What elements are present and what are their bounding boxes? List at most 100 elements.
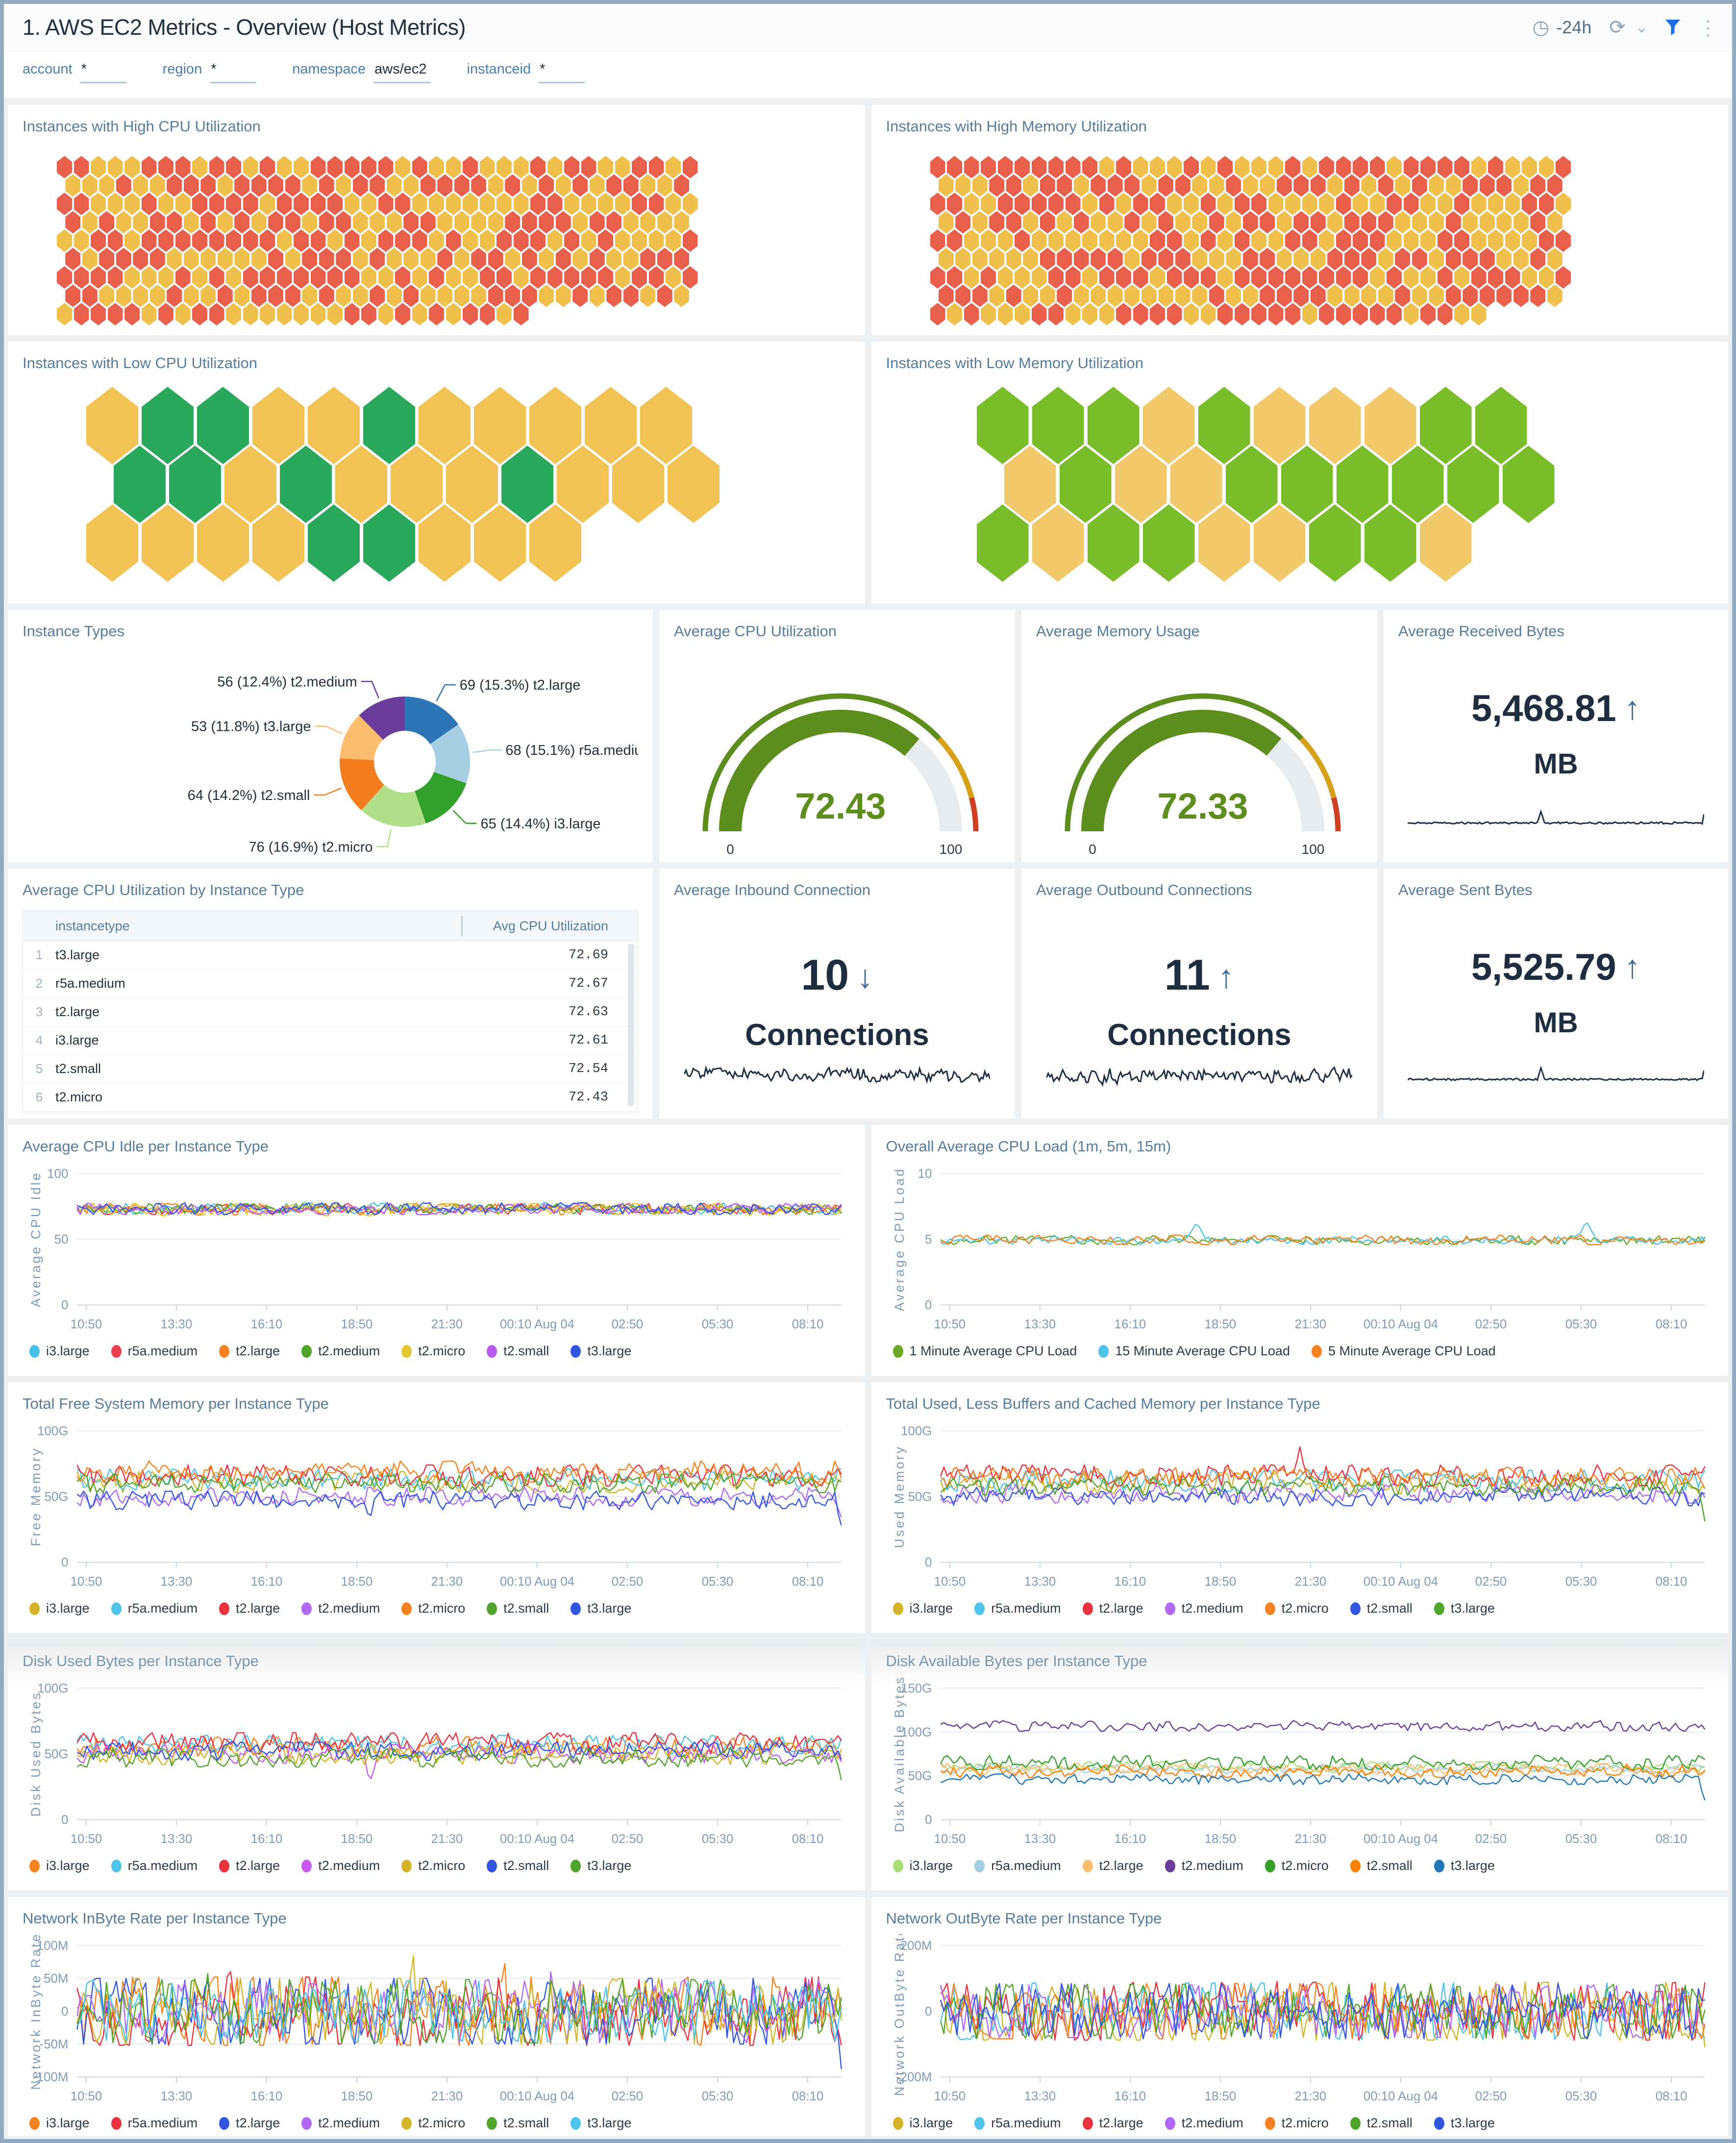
hex-cell[interactable] <box>234 174 250 197</box>
hex-cell[interactable] <box>226 193 241 215</box>
hex-cell[interactable] <box>1150 193 1165 215</box>
hex-cell[interactable] <box>947 156 962 178</box>
hex-cell[interactable] <box>1032 387 1084 464</box>
legend-item-t3.large[interactable]: t3.large <box>570 1601 631 1616</box>
hex-cell[interactable] <box>1040 248 1055 271</box>
hex-cell[interactable] <box>454 248 470 271</box>
hex-cell[interactable] <box>1364 387 1416 464</box>
chevron-down-icon[interactable]: ⌄ <box>1635 19 1648 36</box>
hex-cell[interactable] <box>1403 193 1419 215</box>
hex-cell[interactable] <box>598 229 613 252</box>
hex-cell[interactable] <box>1217 193 1233 215</box>
hex-cell[interactable] <box>149 211 165 234</box>
hex-cell[interactable] <box>1496 284 1512 307</box>
hex-cell[interactable] <box>1496 174 1512 197</box>
hex-cell[interactable] <box>361 193 376 215</box>
hex-cell[interactable] <box>496 156 512 178</box>
hex-cell[interactable] <box>615 229 630 252</box>
hex-cell[interactable] <box>1403 303 1419 325</box>
hex-cell[interactable] <box>1200 266 1216 289</box>
hex-cell[interactable] <box>1057 211 1072 234</box>
hex-cell[interactable] <box>1175 174 1190 197</box>
filter-instanceid-input[interactable]: * <box>539 61 585 83</box>
hex-cell[interactable] <box>1327 248 1343 271</box>
hex-cell[interactable] <box>1082 156 1097 178</box>
hex-cell[interactable] <box>1513 174 1529 197</box>
hex-cell[interactable] <box>141 156 157 178</box>
hex-cell[interactable] <box>682 156 698 178</box>
hex-cell[interactable] <box>1419 504 1472 582</box>
hex-cell[interactable] <box>666 193 681 215</box>
hex-cell[interactable] <box>1023 211 1039 234</box>
hex-cell[interactable] <box>1268 266 1284 289</box>
hex-cell[interactable] <box>437 211 453 234</box>
hex-cell[interactable] <box>1015 303 1030 325</box>
hex-cell[interactable] <box>1141 211 1157 234</box>
hex-cell[interactable] <box>1065 229 1081 252</box>
hex-cell[interactable] <box>260 193 275 215</box>
hex-cell[interactable] <box>1353 156 1368 178</box>
hex-cell[interactable] <box>243 266 258 289</box>
hex-cell[interactable] <box>294 156 309 178</box>
legend-item-t3.large[interactable]: t3.large <box>570 1858 631 1873</box>
hex-cell[interactable] <box>142 504 194 582</box>
hex-cell[interactable] <box>1454 156 1469 178</box>
hex-cell[interactable] <box>1547 248 1562 271</box>
hex-cell[interactable] <box>1141 248 1157 271</box>
hex-cell[interactable] <box>1496 211 1512 234</box>
hex-cell[interactable] <box>285 284 300 307</box>
hex-cell[interactable] <box>209 193 224 215</box>
hex-cell[interactable] <box>972 211 988 234</box>
hex-cell[interactable] <box>352 211 368 234</box>
hex-cell[interactable] <box>947 266 962 289</box>
hex-cell[interactable] <box>252 504 304 582</box>
hex-cell[interactable] <box>363 387 415 464</box>
hex-cell[interactable] <box>938 248 954 271</box>
hex-cell[interactable] <box>1488 156 1503 178</box>
hex-cell[interactable] <box>1251 193 1266 215</box>
hex-cell[interactable] <box>251 211 267 234</box>
legend-item-t2.medium[interactable]: t2.medium <box>1165 1858 1243 1873</box>
hex-cell[interactable] <box>1217 303 1233 325</box>
hex-cell[interactable] <box>116 248 131 271</box>
hex-cell[interactable] <box>1403 266 1419 289</box>
hex-cell[interactable] <box>1192 211 1208 234</box>
hex-cell[interactable] <box>632 156 647 178</box>
hex-cell[interactable] <box>82 248 98 271</box>
hex-cell[interactable] <box>1200 303 1216 325</box>
hex-cell[interactable] <box>1234 193 1250 215</box>
hex-cell[interactable] <box>395 303 410 325</box>
clock-icon[interactable]: ◷ <box>1532 17 1550 38</box>
hex-cell[interactable] <box>1387 303 1402 325</box>
hex-cell[interactable] <box>1420 229 1436 252</box>
hex-cell[interactable] <box>336 211 351 234</box>
hex-cell[interactable] <box>989 284 1005 307</box>
hex-cell[interactable] <box>1065 303 1081 325</box>
hex-cell[interactable] <box>496 229 512 252</box>
hex-cell[interactable] <box>420 284 436 307</box>
hex-cell[interactable] <box>378 229 394 252</box>
hex-cell[interactable] <box>1040 211 1055 234</box>
hex-cell[interactable] <box>640 284 656 307</box>
hex-cell[interactable] <box>1166 266 1182 289</box>
hex-cell[interactable] <box>564 266 579 289</box>
hex-cell[interactable] <box>1387 229 1402 252</box>
hex-cell[interactable] <box>226 229 241 252</box>
hex-cell[interactable] <box>572 248 588 271</box>
hex-cell[interactable] <box>521 211 537 234</box>
hex-cell[interactable] <box>666 266 681 289</box>
hex-cell[interactable] <box>276 229 292 252</box>
hex-cell[interactable] <box>268 284 284 307</box>
hex-cell[interactable] <box>107 156 123 178</box>
hex-cell[interactable] <box>1116 303 1131 325</box>
hex-cell[interactable] <box>74 229 89 252</box>
hex-cell[interactable] <box>623 248 639 271</box>
hex-cell[interactable] <box>327 193 343 215</box>
hex-cell[interactable] <box>192 266 207 289</box>
hex-cell[interactable] <box>555 248 571 271</box>
hex-cell[interactable] <box>252 387 304 464</box>
hex-cell[interactable] <box>1502 446 1555 523</box>
hex-cell[interactable] <box>260 229 275 252</box>
hex-cell[interactable] <box>1530 174 1546 197</box>
hex-cell[interactable] <box>167 211 182 234</box>
